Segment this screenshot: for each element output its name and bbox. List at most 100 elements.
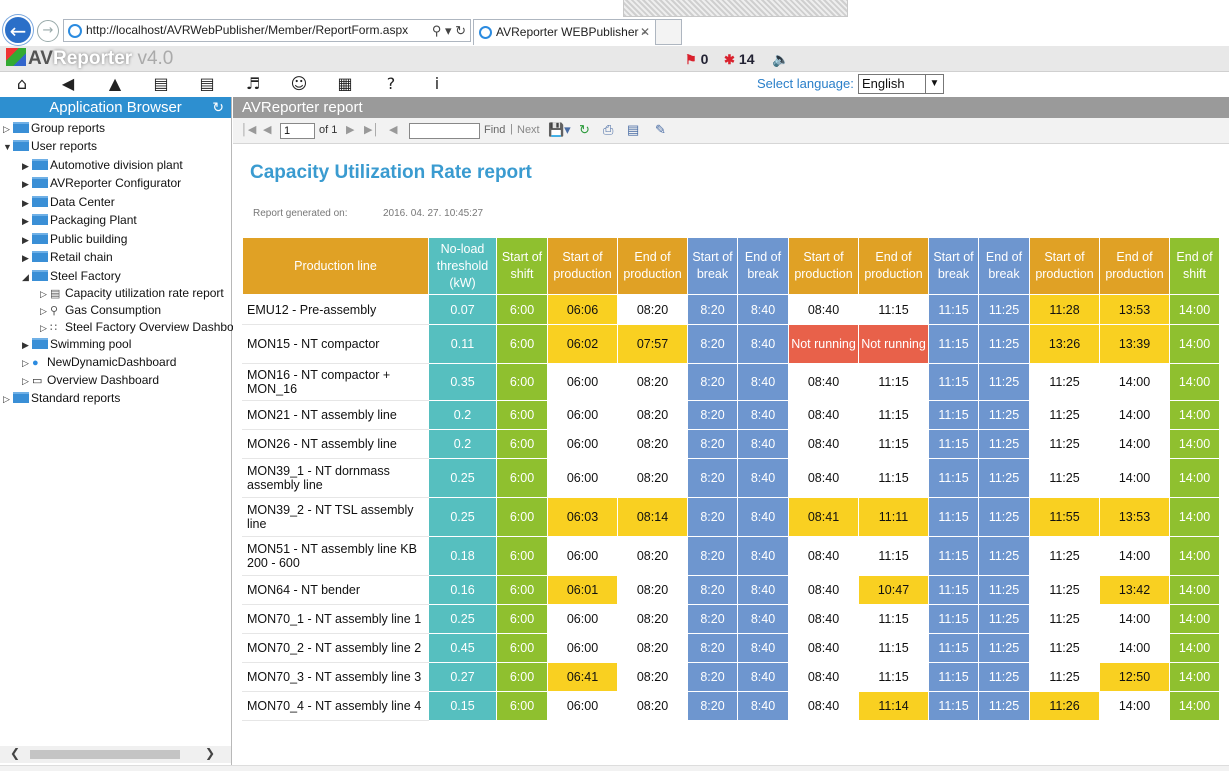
table-row: MON39_1 - NT dornmass assembly line 0.25 6… <box>242 458 1220 498</box>
column-header: Start of shift <box>496 237 548 295</box>
info-icon[interactable]: i <box>434 74 440 93</box>
event-indicator[interactable]: ✱ 14 <box>724 51 754 68</box>
table-cell: 11:15 <box>928 400 979 430</box>
folder-icon <box>32 233 48 244</box>
sound-icon[interactable]: 🔈 <box>772 51 790 67</box>
address-bar[interactable]: http://localhost/AVRWebPublisher/Member/… <box>63 19 471 42</box>
expand-icon[interactable]: ▶ <box>22 253 29 263</box>
expand-icon[interactable]: ▶ <box>22 216 29 226</box>
tree-item-steel-overview[interactable]: ▷ ∷ Steel Factory Overview Dashboard <box>40 319 251 336</box>
expand-icon[interactable]: ▷ <box>40 323 47 333</box>
up-icon[interactable]: ▲ <box>108 74 122 93</box>
edit-icon[interactable]: ✎ <box>655 122 666 137</box>
help-icon[interactable]: ? <box>386 74 396 93</box>
table-cell: 0.27 <box>428 662 497 692</box>
print-icon[interactable]: ⎙ <box>603 122 614 137</box>
tree-label: User reports <box>31 139 98 153</box>
chevron-down-icon[interactable]: ▼ <box>925 75 943 93</box>
tree-item-gas-consumption[interactable]: ▷ ⚲ Gas Consumption <box>40 302 161 319</box>
tree-item-retail-chain[interactable]: ▶ Retail chain <box>22 249 113 266</box>
refresh-report-icon[interactable]: ↻ <box>579 122 590 137</box>
language-select[interactable]: English ▼ <box>858 74 944 94</box>
tree-item-capacity-report[interactable]: ▷ ▤ Capacity utilization rate report <box>40 285 224 302</box>
tree-item-swimming-pool[interactable]: ▶ Swimming pool <box>22 336 131 353</box>
table-cell: 11:25 <box>978 429 1030 459</box>
expand-icon[interactable]: ▶ <box>22 235 29 245</box>
table-row: MON70_2 - NT assembly line 2 0.45 6:00 06:0… <box>242 633 1220 663</box>
home-icon[interactable]: ⌂ <box>16 74 28 93</box>
collapse-icon[interactable]: ◢ <box>22 272 29 282</box>
print-layout-icon[interactable]: ▤ <box>627 122 640 137</box>
tree-item-standard-reports[interactable]: ▷ Standard reports <box>3 390 120 407</box>
table-cell: 8:20 <box>687 429 738 459</box>
table-cell: 8:20 <box>687 400 738 430</box>
tree-item-steel-factory[interactable]: ◢ Steel Factory <box>22 268 121 285</box>
address-tools-icon[interactable]: ⚲ ▾ ↻ <box>431 23 466 38</box>
table-cell: 14:00 <box>1169 429 1220 459</box>
user-icon[interactable]: ☺ <box>290 74 308 93</box>
refresh-icon[interactable]: ↻ <box>212 99 224 115</box>
tree-item-public-building[interactable]: ▶ Public building <box>22 231 127 248</box>
bell-icon[interactable]: ♬ <box>245 74 261 93</box>
expand-icon[interactable]: ▶ <box>22 340 29 350</box>
tree-item-group-reports[interactable]: ▷ Group reports <box>3 120 105 137</box>
column-header: End of break <box>737 237 789 295</box>
production-line-cell: MON51 - NT assembly line KB 200 - 600 <box>242 536 429 576</box>
expand-icon[interactable]: ▷ <box>22 376 29 386</box>
horizontal-scrollbar[interactable]: ❮ ❯ <box>0 746 231 763</box>
table-cell: 11:15 <box>928 458 979 498</box>
table-cell: 11:25 <box>978 294 1030 325</box>
table-cell: 14:00 <box>1099 429 1170 459</box>
chart-icon[interactable]: ▤ <box>199 74 215 93</box>
globe-icon: ● <box>32 357 39 369</box>
last-page-icon[interactable]: ▶│ <box>364 124 380 136</box>
prev-page-icon[interactable]: ◀ <box>263 124 272 136</box>
back-to-parent-icon[interactable]: ◀ <box>389 124 398 136</box>
tree-label: Public building <box>50 232 128 246</box>
scroll-thumb[interactable] <box>30 750 180 759</box>
tree-item-configurator[interactable]: ▶ AVReporter Configurator <box>22 175 181 192</box>
tree-item-automotive[interactable]: ▶ Automotive division plant <box>22 157 183 174</box>
alarm-indicator[interactable]: ⚑ 0 <box>685 51 708 68</box>
new-tab-button[interactable] <box>656 19 682 45</box>
tree-item-packaging[interactable]: ▶ Packaging Plant <box>22 212 137 229</box>
next-page-icon[interactable]: ▶ <box>346 124 355 136</box>
expand-icon[interactable]: ▶ <box>22 198 29 208</box>
collapse-icon[interactable]: ▼ <box>3 142 12 152</box>
page-number-input[interactable]: 1 <box>280 123 315 139</box>
next-link[interactable]: Next <box>517 124 540 136</box>
expand-icon[interactable]: ▷ <box>40 289 47 299</box>
tree-item-new-dynamic-dashboard[interactable]: ▷ ● NewDynamicDashboard <box>22 354 176 371</box>
table-cell: 08:40 <box>788 536 859 576</box>
column-header: End of production <box>858 237 929 295</box>
tree-item-user-reports[interactable]: ▼ User reports <box>3 138 97 155</box>
separator: | <box>510 123 513 135</box>
table-cell: 8:40 <box>737 575 789 605</box>
tree-item-overview-dashboard[interactable]: ▷ ▭ Overview Dashboard <box>22 372 159 389</box>
expand-icon[interactable]: ▶ <box>22 179 29 189</box>
folder-icon <box>13 140 29 151</box>
table-cell: 11:15 <box>928 536 979 576</box>
production-line-cell: MON70_3 - NT assembly line 3 <box>242 662 429 692</box>
scroll-right-icon[interactable]: ❯ <box>204 746 215 760</box>
grid-icon[interactable]: ▦ <box>337 74 353 93</box>
table-cell: 14:00 <box>1169 363 1220 401</box>
expand-icon[interactable]: ▷ <box>3 124 10 134</box>
export-icon[interactable]: 💾▾ <box>548 122 571 137</box>
close-tab-icon[interactable]: ✕ <box>639 25 650 39</box>
logo-version: v4.0 <box>137 48 174 69</box>
device-icon[interactable]: ▤ <box>153 74 169 93</box>
expand-icon[interactable]: ▶ <box>22 161 29 171</box>
back-icon[interactable]: ◀ <box>61 74 75 93</box>
find-link[interactable]: Find <box>484 124 506 136</box>
expand-icon[interactable]: ▷ <box>3 394 10 404</box>
browser-tab[interactable]: AVReporter WEBPublisher - ... ✕ <box>473 19 656 63</box>
first-page-icon[interactable]: │◀ <box>241 124 257 136</box>
expand-icon[interactable]: ▷ <box>22 358 29 368</box>
expand-icon[interactable]: ▷ <box>40 306 47 316</box>
find-input[interactable] <box>409 123 480 139</box>
forward-button[interactable]: → <box>37 20 59 42</box>
tree-item-data-center[interactable]: ▶ Data Center <box>22 194 115 211</box>
back-button[interactable]: ← <box>3 15 33 45</box>
scroll-left-icon[interactable]: ❮ <box>10 746 21 760</box>
